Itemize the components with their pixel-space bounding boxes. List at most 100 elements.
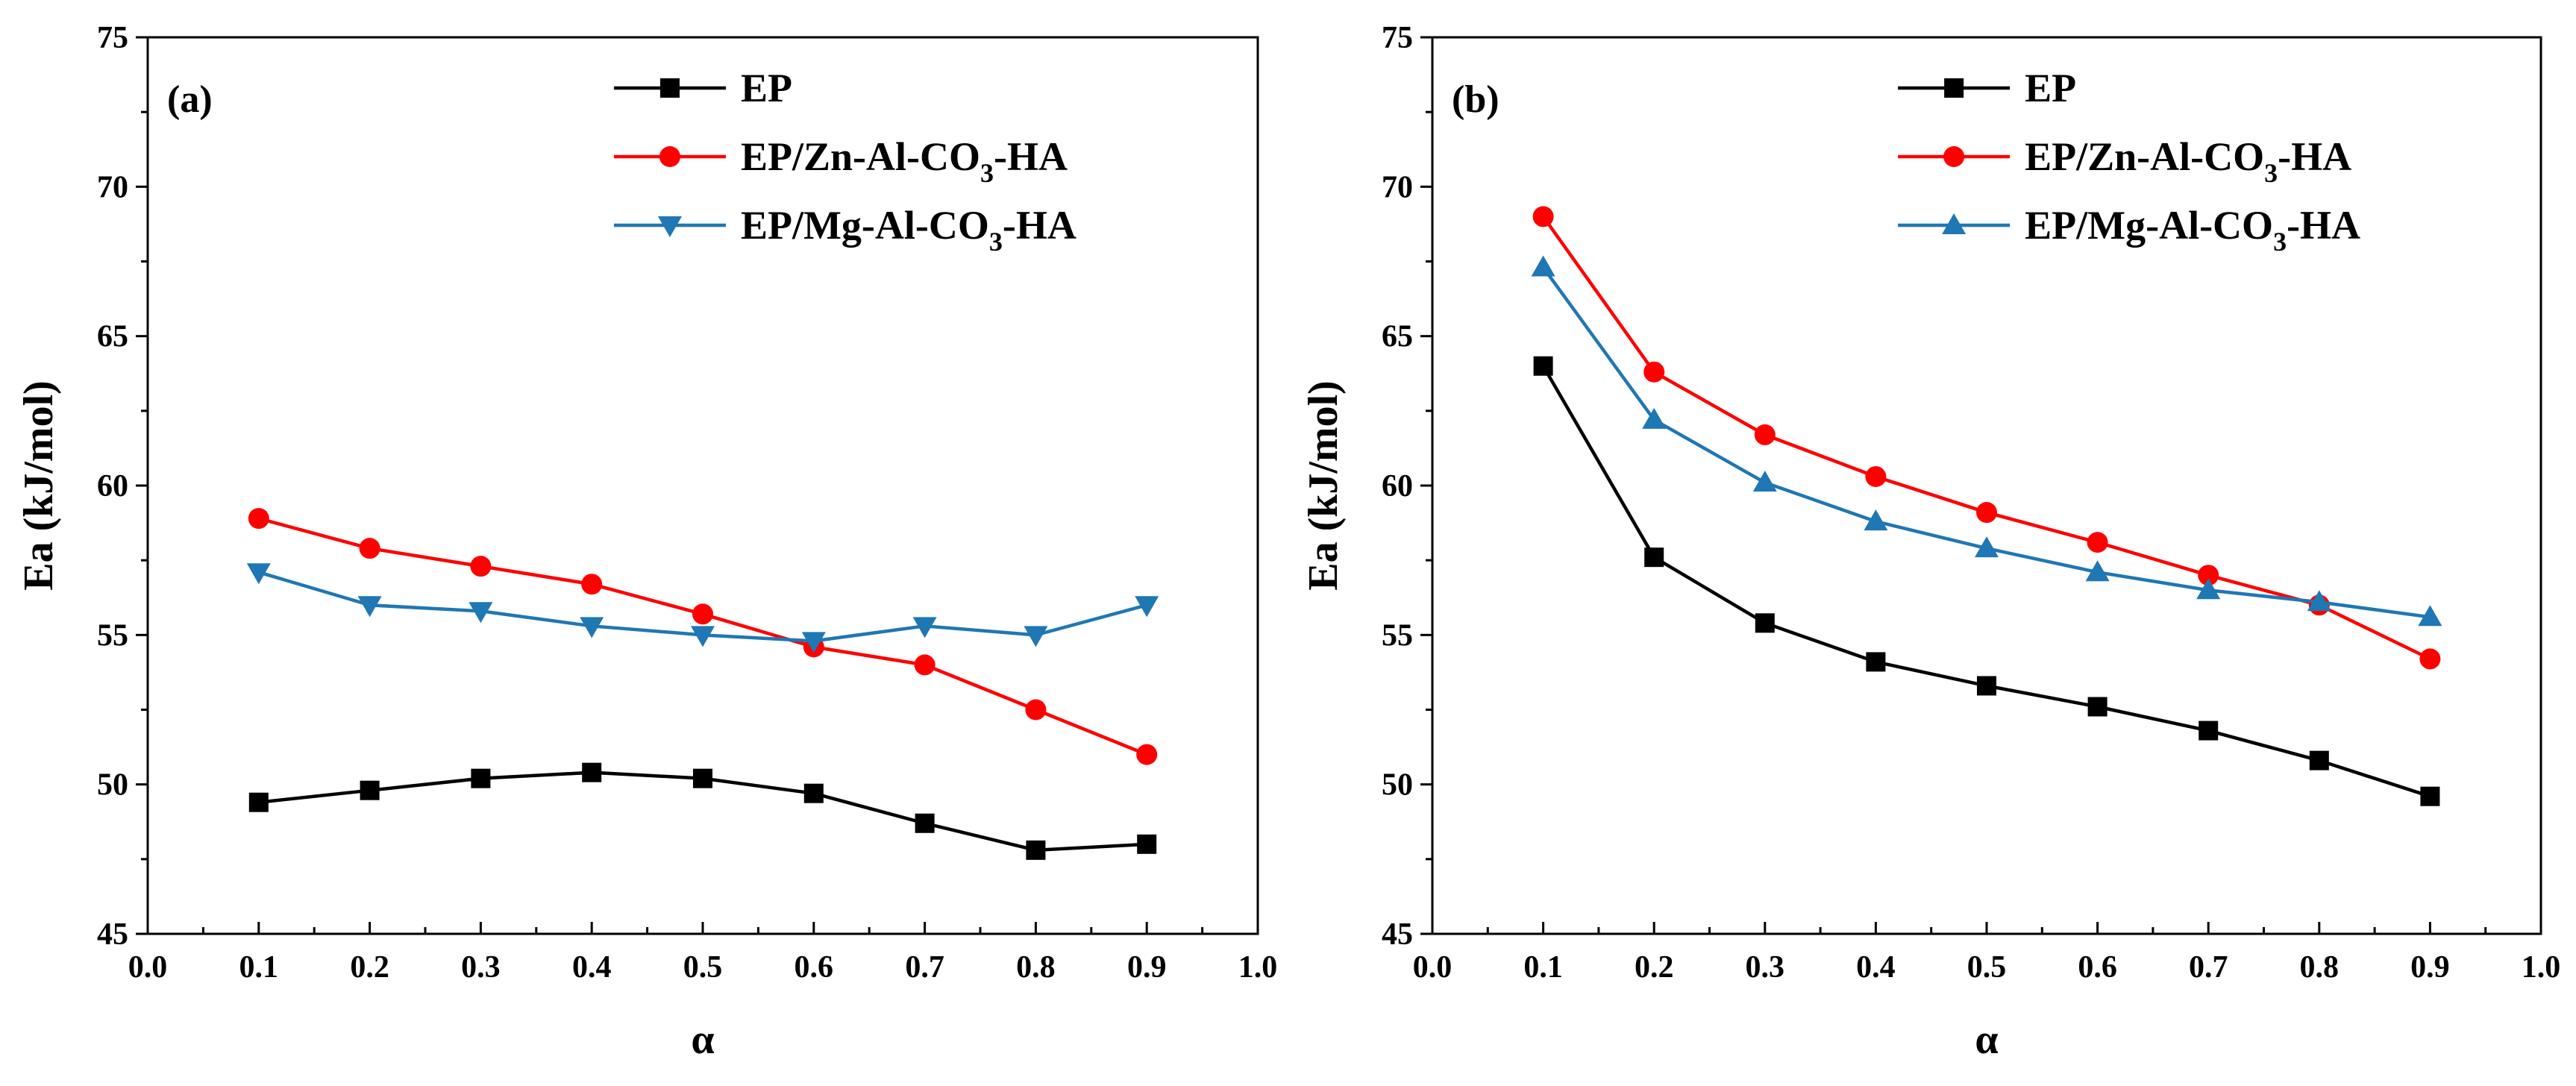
marker-circle <box>1643 361 1665 383</box>
x-tick-label: 0.5 <box>683 950 723 985</box>
marker-square <box>1644 547 1664 568</box>
chart-panel-a: 0.0 0.1 0.2 0.3 0.4 0.5 0.6 0.7 0.8 0.9 1.0 45 50 55 6… <box>16 21 1277 1063</box>
marker-circle <box>359 538 380 559</box>
marker-triangle-down <box>1135 596 1159 618</box>
marker-triangle-up <box>2307 590 2331 612</box>
x-tick-label: 1.0 <box>1238 950 1278 985</box>
plot-frame <box>146 36 1259 935</box>
panel-label: (a) <box>167 78 213 121</box>
marker-square <box>693 768 712 788</box>
marker-triangle-up <box>2196 578 2221 600</box>
marker-triangle-down <box>801 632 826 653</box>
marker-triangle-down <box>691 626 715 647</box>
marker-circle <box>1754 424 1776 445</box>
legend-label-main: EP/Mg-Al-CO <box>2025 203 2273 248</box>
y-tick-label: 65 <box>1382 320 1413 354</box>
x-tick-label: 0.4 <box>572 950 612 985</box>
series-ep-mg-al-co3-ha <box>1531 255 2442 627</box>
marker-triangle-down <box>468 602 493 624</box>
y-tick-label: 45 <box>97 917 128 952</box>
y-tick-label: 60 <box>1382 469 1413 503</box>
legend-entry-label: EP <box>2025 66 2076 110</box>
y-tick-label: 60 <box>97 469 128 503</box>
legend-label-main: EP/Zn-Al-CO <box>741 134 980 179</box>
legend-label-tail: -HA <box>1003 203 1077 248</box>
marker-circle <box>2087 532 2108 553</box>
y-axis-title: Ea (kJ/mol) <box>16 380 62 591</box>
marker-square <box>2309 750 2329 770</box>
marker-square <box>582 762 602 782</box>
marker-triangle-down <box>1024 626 1048 647</box>
legend-entry-label: EP <box>741 66 792 110</box>
series-ep-zn-al-co3-ha <box>1532 206 2441 670</box>
marker-square <box>2087 697 2108 717</box>
x-tick-label: 0.9 <box>2410 950 2450 985</box>
marker-square <box>915 813 935 833</box>
marker-square <box>659 78 680 98</box>
marker-triangle-up <box>1642 407 1667 429</box>
marker-circle <box>470 556 492 577</box>
y-tick-label: 50 <box>1382 768 1413 803</box>
legend-label-main: EP/Zn-Al-CO <box>2025 134 2264 179</box>
x-tick-label: 0.0 <box>1413 950 1452 985</box>
legend-label-main: EP <box>741 66 792 110</box>
marker-circle <box>2198 565 2219 586</box>
y-tick-label: 70 <box>1382 170 1413 204</box>
x-tick-label: 0.0 <box>128 950 168 985</box>
y-tick-label: 70 <box>97 170 128 204</box>
marker-circle <box>1976 502 1997 524</box>
x-tick-label: 0.2 <box>350 950 389 985</box>
legend-entry-label: EP/Zn-Al-CO3-HA <box>2025 134 2351 188</box>
marker-circle <box>659 146 680 167</box>
marker-triangle-up <box>2418 605 2442 627</box>
x-tick-label: 0.2 <box>1635 950 1674 985</box>
marker-triangle-down <box>657 216 682 237</box>
marker-triangle-up <box>1531 255 1555 277</box>
marker-square <box>1944 78 1964 98</box>
marker-square <box>471 768 491 788</box>
legend-label-tail: -HA <box>994 134 1068 179</box>
series-ep <box>248 762 1157 860</box>
x-tick-label: 0.3 <box>1746 950 1785 985</box>
x-axis-title: α <box>691 1017 714 1063</box>
marker-triangle-up <box>1752 470 1777 492</box>
marker-triangle-down <box>912 617 937 638</box>
legend-label-main: EP <box>2025 66 2076 110</box>
marker-triangle-down <box>580 617 604 638</box>
marker-triangle-up <box>1864 509 1888 531</box>
x-tick-label: 1.0 <box>2522 950 2561 985</box>
legend-label-subscript: 3 <box>2273 227 2287 257</box>
x-tick-label: 0.8 <box>2300 950 2340 985</box>
x-tick-label: 0.6 <box>795 950 834 985</box>
marker-square <box>2199 721 2219 741</box>
marker-square <box>1137 834 1157 854</box>
marker-circle <box>914 654 936 676</box>
chart-panel-b: 0.0 0.1 0.2 0.3 0.4 0.5 0.6 0.7 0.8 0.9 1.0 45 50 55 6… <box>1300 21 2560 1063</box>
x-tick-label: 0.5 <box>1967 950 2007 985</box>
marker-circle <box>248 508 269 530</box>
marker-triangle-down <box>357 596 382 618</box>
x-tick-label: 0.6 <box>2078 950 2117 985</box>
marker-square <box>248 792 269 812</box>
marker-circle <box>581 574 603 595</box>
x-tick-label: 0.3 <box>461 950 501 985</box>
legend-label-main: EP/Mg-Al-CO <box>741 203 989 248</box>
y-tick-label: 45 <box>1382 917 1413 952</box>
series-line <box>1541 216 2431 661</box>
series-ep <box>1533 356 2440 806</box>
y-axis-title: Ea (kJ/mol) <box>1300 380 1347 591</box>
marker-square <box>1977 676 1996 696</box>
marker-circle <box>692 603 713 625</box>
y-tick-label: 55 <box>1382 618 1413 653</box>
marker-square <box>803 783 824 803</box>
marker-square <box>1533 356 1553 376</box>
y-tick-label: 50 <box>97 768 128 803</box>
marker-triangle-up <box>1975 536 1999 558</box>
marker-square <box>1026 840 1046 860</box>
legend-entry-label: EP/Zn-Al-CO3-HA <box>741 134 1068 188</box>
series-ep-mg-al-co3-ha <box>246 563 1159 653</box>
marker-triangle-up <box>1942 213 1967 234</box>
